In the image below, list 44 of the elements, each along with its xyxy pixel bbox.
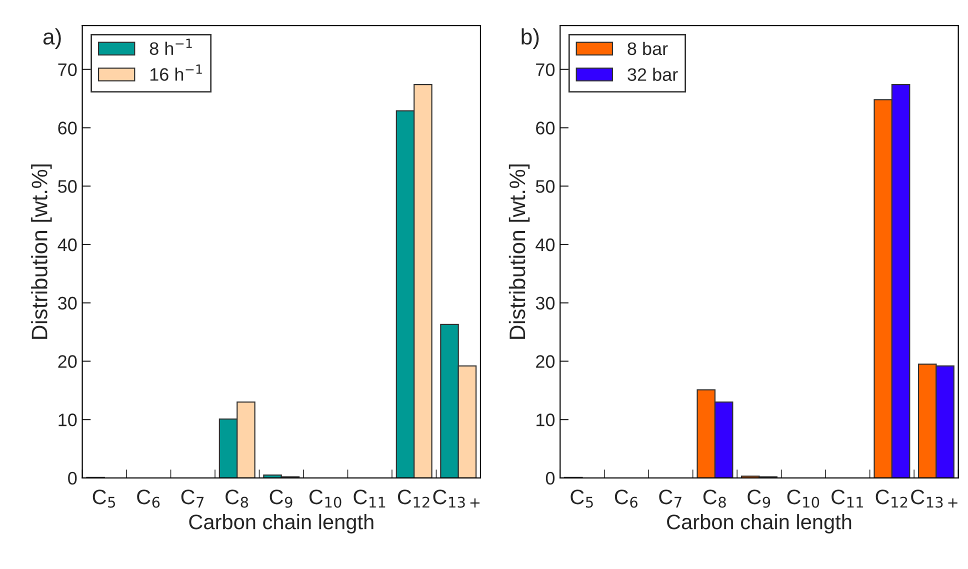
chart-title: a) <box>43 28 61 50</box>
x-tick-label: C$_{11}$ <box>354 490 386 508</box>
x-tick-label: C$_{9}$ <box>270 490 292 508</box>
x-tick-label: C$_{8}$ <box>703 490 726 508</box>
y-tick-label: 10 <box>58 414 77 426</box>
x-tick-label: C$_{7}$ <box>659 490 682 508</box>
y-tick-label: 70 <box>58 63 77 76</box>
legend-label: 32 bar <box>628 68 678 81</box>
y-tick-label: 40 <box>58 238 77 252</box>
y-tick-label: 30 <box>58 296 77 310</box>
x-tick-label: C$_{12}$ <box>398 490 430 508</box>
y-tick-label: 0 <box>546 472 555 485</box>
x-tick-label: C$_{9}$ <box>748 490 770 508</box>
x-tick-label: C$_{6}$ <box>614 490 638 508</box>
y-tick-label: 40 <box>536 238 555 252</box>
y-tick-label: 50 <box>58 180 77 193</box>
chart-title: b) <box>522 28 539 50</box>
y-tick-label: 60 <box>536 122 555 134</box>
y-tick-label: 20 <box>58 355 77 368</box>
y-tick-label: 10 <box>536 414 555 426</box>
x-tick-label: C$_{6}$ <box>137 490 160 508</box>
y-axis-title: Distribution [wt.%] <box>508 164 530 339</box>
x-tick-label: C$_{12}$ <box>876 490 908 508</box>
y-tick-label: 70 <box>536 63 555 76</box>
x-tick-label: C$_{10}$ <box>787 490 820 508</box>
x-tick-label: C$_{8}$ <box>226 490 248 508</box>
y-axis-title: Distribution [wt.%] <box>31 164 52 339</box>
legend-label: 8 bar <box>628 42 668 56</box>
y-tick-label: 60 <box>58 122 77 134</box>
x-tick-label: C$_{7}$ <box>181 490 204 508</box>
x-axis-title: Carbon chain length <box>189 514 374 534</box>
y-tick-label: 50 <box>536 180 555 193</box>
x-tick-label: C$_{10}$ <box>309 490 342 508</box>
x-tick-label: C$_{5}$ <box>92 490 116 508</box>
y-tick-label: 20 <box>536 355 555 368</box>
x-tick-label: C$_{13+}$ <box>911 490 958 508</box>
x-axis-title: Carbon chain length <box>667 514 852 534</box>
x-tick-label: C$_{11}$ <box>832 490 863 508</box>
legend-label: 16 h$^{−1}$ <box>150 64 202 81</box>
y-tick-label: 0 <box>68 472 77 485</box>
legend-label: 8 h$^{−1}$ <box>150 38 192 55</box>
x-tick-label: C$_{5}$ <box>570 490 593 508</box>
y-tick-label: 30 <box>536 296 555 310</box>
x-tick-label: C$_{13+}$ <box>433 490 480 508</box>
